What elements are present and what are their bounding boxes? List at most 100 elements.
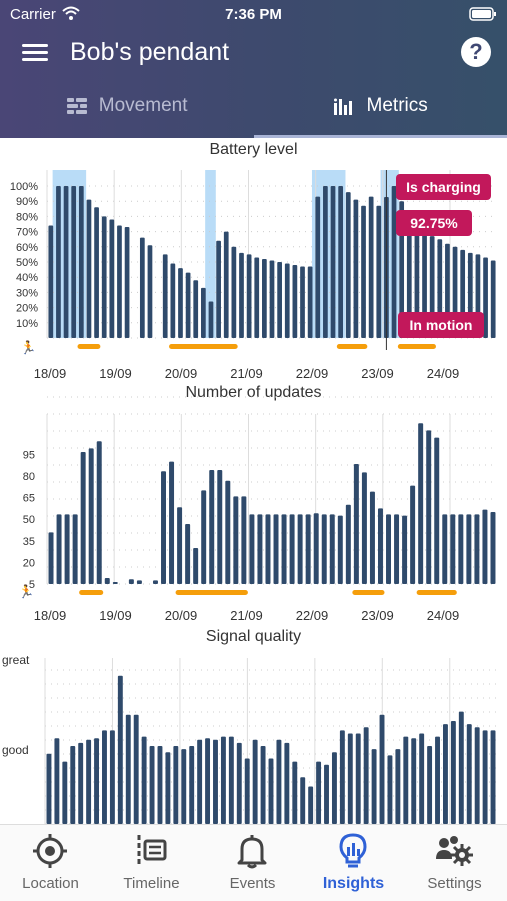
bar — [331, 752, 337, 824]
bar — [133, 714, 139, 824]
bar — [490, 512, 496, 584]
bar — [181, 749, 187, 824]
bar — [200, 287, 206, 338]
bar — [395, 749, 401, 824]
page-title: Bob's pendant — [70, 38, 230, 66]
bar — [244, 758, 250, 824]
x-tick-label: 23/09 — [361, 608, 394, 623]
app-header: Carrier 7:36 PM Bob's pendant ? Movement… — [0, 0, 507, 138]
bar — [442, 514, 448, 584]
bar — [269, 260, 275, 338]
bar — [94, 738, 100, 824]
tabbar-insights[interactable]: Insights — [303, 825, 404, 901]
bar — [277, 262, 282, 338]
bar — [379, 714, 385, 824]
x-tick-label: 18/09 — [34, 608, 67, 623]
bar — [56, 186, 61, 338]
y-tick-label: 20 — [23, 557, 35, 569]
bar — [149, 746, 155, 824]
bar — [355, 733, 361, 824]
y-tick-label: 50% — [16, 257, 38, 269]
bar — [300, 777, 306, 824]
y-tick-label: 30% — [16, 287, 38, 299]
motion-bar — [336, 344, 368, 349]
bar — [394, 514, 400, 584]
bar — [117, 675, 123, 824]
bar — [474, 727, 480, 824]
bar — [466, 514, 472, 584]
insights-icon — [333, 833, 373, 869]
bar — [466, 724, 472, 824]
bar — [308, 786, 314, 824]
x-tick-label: 20/09 — [165, 366, 198, 381]
bar — [193, 280, 199, 338]
bar — [170, 263, 176, 338]
tabbar-settings[interactable]: Settings — [404, 825, 505, 901]
bar — [78, 742, 84, 824]
bar — [48, 225, 54, 338]
bell-icon — [232, 833, 272, 869]
tab-movement[interactable]: Movement — [0, 92, 253, 138]
bar — [157, 746, 163, 824]
bar — [345, 504, 351, 584]
bar — [377, 508, 383, 584]
bar — [483, 257, 488, 338]
tab-metrics[interactable]: Metrics — [254, 92, 507, 138]
bar — [353, 199, 359, 338]
bar — [205, 738, 211, 824]
y-tick-label: 70% — [16, 227, 38, 239]
bar — [165, 752, 171, 824]
bar — [46, 753, 52, 824]
y-tick-label: 60% — [16, 242, 38, 254]
bar — [124, 227, 130, 338]
wifi-icon — [62, 6, 80, 24]
bar — [450, 514, 456, 584]
x-tick-label: 22/09 — [296, 366, 329, 381]
bar — [185, 524, 191, 584]
x-tick-label: 21/09 — [230, 366, 263, 381]
bar — [241, 496, 247, 584]
bar — [48, 532, 54, 584]
bar — [64, 514, 70, 584]
bar — [410, 485, 416, 584]
movement-icon — [66, 95, 99, 116]
tabbar-location[interactable]: Location — [0, 825, 101, 901]
bar — [178, 268, 183, 338]
bar — [368, 196, 374, 338]
x-tick-label: 19/09 — [99, 366, 132, 381]
bar — [217, 470, 223, 584]
battery-icon — [469, 7, 497, 25]
tabbar-events[interactable]: Events — [202, 825, 303, 901]
bar — [260, 746, 266, 824]
y-tick-label: great — [2, 653, 30, 667]
bar — [246, 254, 252, 338]
status-bar: Carrier 7:36 PM — [0, 0, 507, 30]
bar — [369, 491, 375, 584]
bar — [297, 514, 303, 584]
bar — [228, 736, 234, 824]
bar — [71, 186, 77, 338]
battery-chart: Battery level 100% 90% 80% 70% 60% 50% 40% 30% 2… — [0, 138, 507, 384]
tabbar-timeline[interactable]: Timeline — [101, 825, 202, 901]
bar — [249, 514, 255, 584]
bar — [276, 739, 282, 824]
signal-chart-plot: great good — [2, 653, 497, 824]
bar — [112, 582, 118, 584]
bar — [193, 548, 199, 584]
bar — [337, 515, 343, 584]
active-tab-indicator — [254, 135, 507, 138]
bar — [281, 514, 287, 584]
help-button[interactable]: ? — [461, 37, 491, 67]
battery-chart-plot: 100% 90% 80% 70% 60% 50% 40% 30% 20% 10% 🏃 18/09 19/… — [10, 170, 497, 381]
bar — [323, 186, 328, 338]
bar — [371, 749, 377, 824]
bar — [339, 730, 345, 824]
updates-chart-plot: 95 80 65 50 35 20 5🏃18/09 19/09 20/09 21/09 22/09 2… — [18, 396, 497, 623]
bar — [458, 514, 464, 584]
tabbar-insights-label: Insights — [322, 875, 385, 892]
menu-button[interactable] — [22, 40, 48, 64]
bar — [458, 711, 464, 824]
bar — [102, 730, 107, 824]
y-tick-label: 80% — [16, 211, 38, 223]
callout-label: In motion — [410, 317, 473, 333]
